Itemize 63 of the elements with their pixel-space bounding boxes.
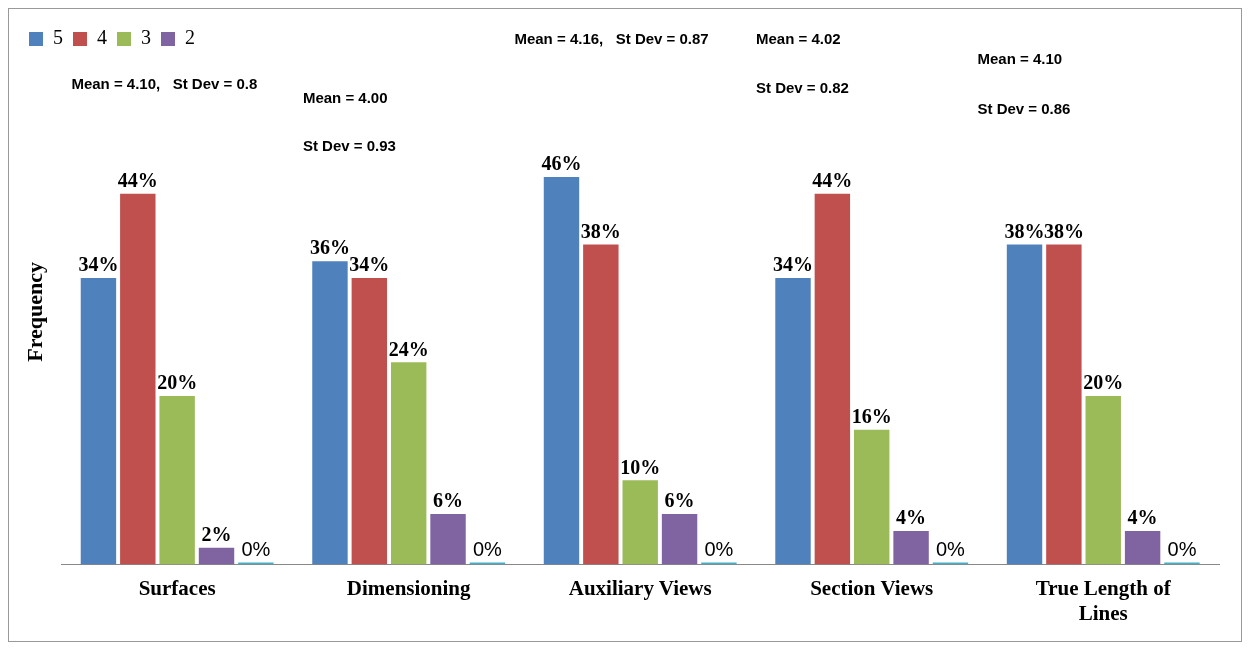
data-label: 44%	[117, 169, 158, 191]
bar	[1124, 530, 1161, 565]
x-tick-label: Dimensioning	[346, 575, 472, 600]
data-label: 20%	[1083, 371, 1124, 394]
bar	[159, 396, 195, 565]
data-label: 2%	[201, 522, 232, 545]
legend-label: 3	[141, 26, 151, 49]
text: Mean = 4.02	[755, 29, 841, 47]
data-label: 10%	[620, 455, 661, 478]
data-label: 6%	[433, 489, 464, 512]
text: Mean = 4.16, St Dev = 0.87	[514, 29, 709, 47]
data-label: 38%	[1004, 219, 1045, 242]
x-tick-label: Section Views	[810, 575, 934, 600]
data-label: 4%	[1127, 506, 1158, 529]
data-label: 36%	[309, 236, 350, 259]
data-label: 38%	[1043, 219, 1084, 242]
bar	[661, 514, 698, 565]
x-tick-label: Auxiliary Views	[568, 575, 712, 600]
data-label: 38%	[580, 219, 621, 242]
bar	[583, 244, 619, 565]
data-label: 16%	[851, 404, 892, 427]
data-label: 34%	[349, 253, 390, 276]
text: Mean = 4.10, St Dev = 0.8	[71, 74, 258, 92]
bar	[543, 176, 580, 565]
x-tick-label: Surfaces	[138, 575, 216, 600]
data-label: 6%	[664, 489, 695, 512]
bar	[80, 278, 117, 565]
bar	[893, 530, 929, 565]
bar	[814, 193, 851, 565]
bar	[1046, 244, 1082, 565]
text: St Dev = 0.93	[302, 136, 396, 154]
data-label: 46%	[541, 152, 582, 175]
data-label: 34%	[78, 253, 119, 276]
data-label: 34%	[773, 253, 813, 276]
data-label: 4%	[896, 506, 927, 529]
legend-label: 5	[53, 26, 63, 49]
x-tick-label: True Length of Lines	[1035, 575, 1172, 625]
data-label: 44%	[812, 169, 853, 191]
text: Mean = 4.10	[977, 49, 1063, 67]
y-axis-title: Frequency	[21, 261, 47, 362]
bar	[351, 278, 388, 565]
data-label: 0%	[1167, 538, 1197, 561]
bar	[775, 278, 811, 565]
bar	[198, 547, 235, 565]
data-label: 0%	[241, 538, 271, 561]
bar	[312, 261, 348, 565]
legend-label: 2	[185, 26, 195, 49]
text: St Dev = 0.86	[977, 99, 1071, 117]
data-label: 20%	[157, 371, 198, 394]
data-label: 0%	[935, 538, 966, 561]
legend-label: 4	[97, 26, 107, 49]
data-label: 0%	[472, 538, 503, 561]
bar	[1085, 396, 1121, 565]
bar	[120, 193, 156, 565]
data-label: 0%	[704, 538, 734, 561]
bar	[1006, 244, 1043, 565]
bar	[854, 429, 890, 565]
text: Mean = 4.00	[302, 88, 388, 106]
bar	[622, 480, 658, 565]
data-label: 24%	[388, 337, 429, 360]
bar	[430, 514, 466, 565]
bar	[390, 362, 427, 565]
text: St Dev = 0.82	[755, 78, 849, 96]
